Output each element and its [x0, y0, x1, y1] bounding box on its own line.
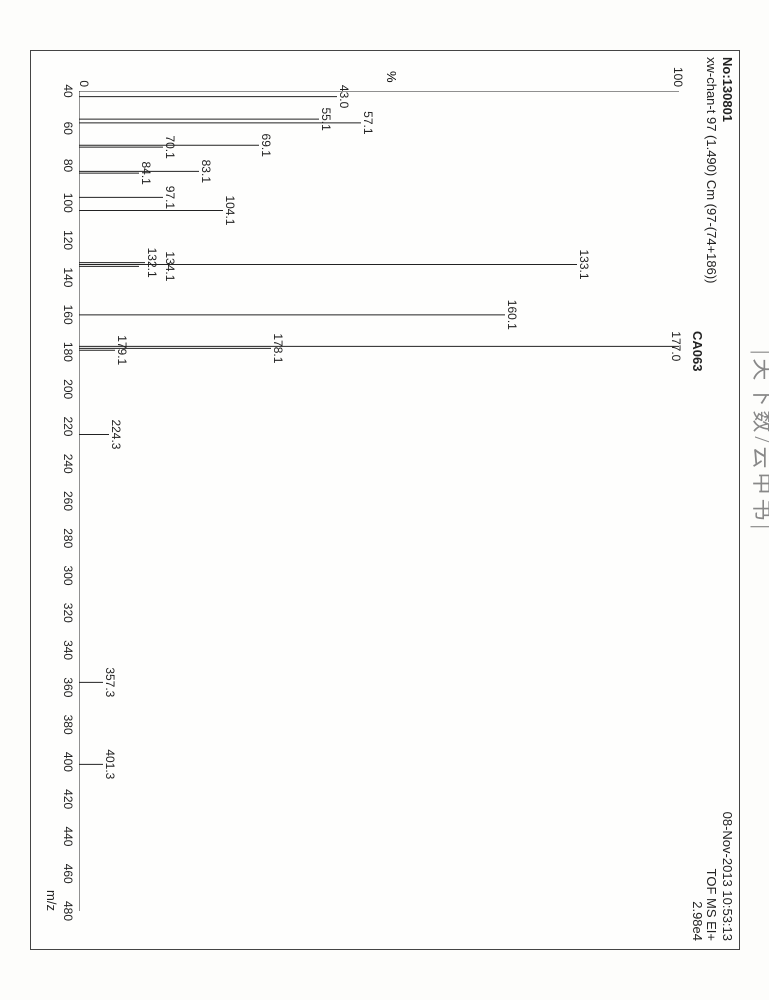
yaxis-100: 100 — [671, 63, 685, 87]
peak-label: 178.1 — [271, 333, 285, 363]
xtick-320: 320 — [61, 603, 75, 623]
peak-label: 401.3 — [103, 749, 117, 779]
xtick-460: 460 — [61, 864, 75, 884]
xtick-120: 120 — [61, 230, 75, 250]
xtick-220: 220 — [61, 416, 75, 436]
header-datetime: 08-Nov-2013 10:53:13 — [720, 812, 735, 941]
xtick-240: 240 — [61, 454, 75, 474]
xtick-260: 260 — [61, 491, 75, 511]
xtick-360: 360 — [61, 677, 75, 697]
yaxis-0: 0 — [77, 63, 91, 87]
yaxis-pct: % — [384, 71, 399, 83]
peak-label: 70.1 — [163, 135, 177, 158]
peak-label: 84.1 — [139, 161, 153, 184]
peak-label: 55.1 — [319, 107, 333, 130]
peak-label: 104.1 — [223, 195, 237, 225]
xtick-340: 340 — [61, 640, 75, 660]
xtick-380: 380 — [61, 715, 75, 735]
header-mode: TOF MS EI+ — [704, 869, 719, 941]
chart-area: 100 0 % m/z 4060801001201401601802002202… — [79, 91, 679, 911]
rotated-container: |天下数/云中书| No:130801 xw-chan-t 97 (1.490)… — [30, 50, 740, 950]
header-intensity: 2.98e4 — [690, 901, 705, 941]
peak-label: 97.1 — [163, 186, 177, 209]
peak-label: 83.1 — [199, 160, 213, 183]
peak-label: 43.0 — [337, 85, 351, 108]
peak-label: 357.3 — [103, 667, 117, 697]
peak-label: 224.3 — [109, 419, 123, 449]
xtick-160: 160 — [61, 305, 75, 325]
header-no: No:130801 — [720, 57, 735, 122]
peak-label: 133.1 — [577, 249, 591, 279]
xtick-480: 480 — [61, 901, 75, 921]
peak-label: 69.1 — [259, 134, 273, 157]
spectrum-plot — [79, 91, 679, 911]
xtick-80: 80 — [61, 159, 75, 172]
xtick-400: 400 — [61, 752, 75, 772]
xtick-140: 140 — [61, 267, 75, 287]
xtick-180: 180 — [61, 342, 75, 362]
xtick-300: 300 — [61, 566, 75, 586]
header-compound: CA063 — [690, 331, 705, 371]
watermark-text: |天下数/云中书| — [748, 350, 769, 533]
page: |天下数/云中书| No:130801 xw-chan-t 97 (1.490)… — [0, 0, 769, 1000]
xtick-200: 200 — [61, 379, 75, 399]
peak-label: 134.1 — [163, 251, 177, 281]
header-sample: xw-chan-t 97 (1.490) Cm (97-(74+186)) — [704, 57, 719, 284]
xtick-420: 420 — [61, 789, 75, 809]
xaxis-label: m/z — [44, 890, 59, 911]
peak-label: 160.1 — [505, 300, 519, 330]
xtick-60: 60 — [61, 122, 75, 135]
xtick-280: 280 — [61, 528, 75, 548]
xtick-40: 40 — [61, 84, 75, 97]
chart-frame: No:130801 xw-chan-t 97 (1.490) Cm (97-(7… — [30, 50, 740, 950]
peak-label: 57.1 — [361, 111, 375, 134]
peak-label: 179.1 — [115, 335, 129, 365]
peak-label: 132.1 — [145, 248, 159, 278]
xtick-100: 100 — [61, 193, 75, 213]
xtick-440: 440 — [61, 826, 75, 846]
peak-label: 177.0 — [669, 331, 683, 361]
